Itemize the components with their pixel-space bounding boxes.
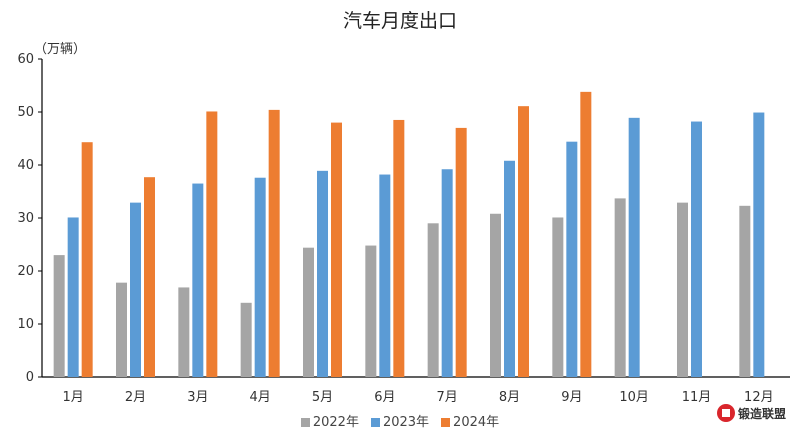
x-tick-label: 11月 (682, 390, 712, 405)
bar (614, 198, 626, 377)
bar (317, 170, 328, 377)
bar (53, 255, 65, 377)
bar (144, 177, 155, 377)
x-tick-label: 7月 (437, 390, 458, 405)
bar (116, 282, 127, 377)
bar (331, 122, 342, 377)
x-tick-label: 10月 (619, 390, 649, 405)
chart-title: 汽车月度出口 (342, 10, 457, 32)
bar (268, 109, 280, 377)
bar (206, 111, 218, 377)
bar (178, 287, 190, 377)
bar (753, 112, 765, 377)
x-tick-label: 8月 (499, 390, 520, 405)
y-tick-label: 40 (17, 158, 34, 173)
bar (130, 202, 141, 377)
y-tick-label: 20 (17, 264, 34, 279)
bar (441, 169, 453, 377)
bar (490, 213, 501, 377)
x-tick-label: 6月 (374, 390, 395, 405)
bar (677, 202, 688, 377)
y-tick-label: 10 (17, 317, 34, 332)
logo-mark-icon (716, 404, 735, 422)
bar (67, 217, 79, 377)
bar (739, 205, 751, 377)
bar (393, 119, 405, 377)
legend-item: 2024年 (441, 411, 499, 430)
bar (552, 217, 564, 377)
x-tick-label: 9月 (561, 390, 582, 405)
bar (192, 183, 204, 377)
legend-label: 2023年 (382, 415, 430, 430)
legend-swatch (370, 418, 380, 427)
legend-swatch (300, 418, 310, 427)
y-axis-unit-label: （万辆） (34, 42, 87, 57)
bar (455, 127, 467, 378)
x-tick-label: 4月 (250, 390, 271, 405)
y-tick-label: 0 (26, 370, 34, 385)
legend-label: 2024年 (453, 415, 500, 430)
y-tick-label: 30 (17, 211, 34, 226)
brand-logo: 锻造联盟 (716, 404, 786, 422)
bar (365, 245, 377, 377)
bar (628, 117, 640, 377)
bar (254, 177, 266, 377)
bar (303, 247, 314, 377)
legend: 2022年 2023年 2024年 (0, 411, 800, 430)
x-tick-label: 3月 (187, 390, 208, 405)
y-tick-label: 60 (17, 52, 34, 67)
legend-item: 2023年 (370, 411, 430, 430)
bar (240, 302, 252, 377)
legend-item: 2022年 (300, 411, 359, 430)
x-tick-label: 5月 (312, 390, 333, 405)
x-tick-label: 1月 (63, 390, 84, 405)
x-tick-label: 2月 (125, 390, 146, 405)
bar (504, 160, 515, 377)
bar (518, 106, 529, 378)
logo-text: 锻造联盟 (737, 406, 786, 421)
y-tick-label: 50 (17, 105, 34, 120)
x-tick-label: 12月 (744, 390, 774, 405)
bar (580, 91, 592, 378)
legend-swatch (441, 418, 451, 427)
bar (81, 142, 93, 377)
bar (427, 223, 439, 377)
legend-label: 2022年 (312, 415, 359, 430)
bar (566, 141, 578, 377)
bar (379, 174, 391, 377)
bar (691, 121, 702, 377)
